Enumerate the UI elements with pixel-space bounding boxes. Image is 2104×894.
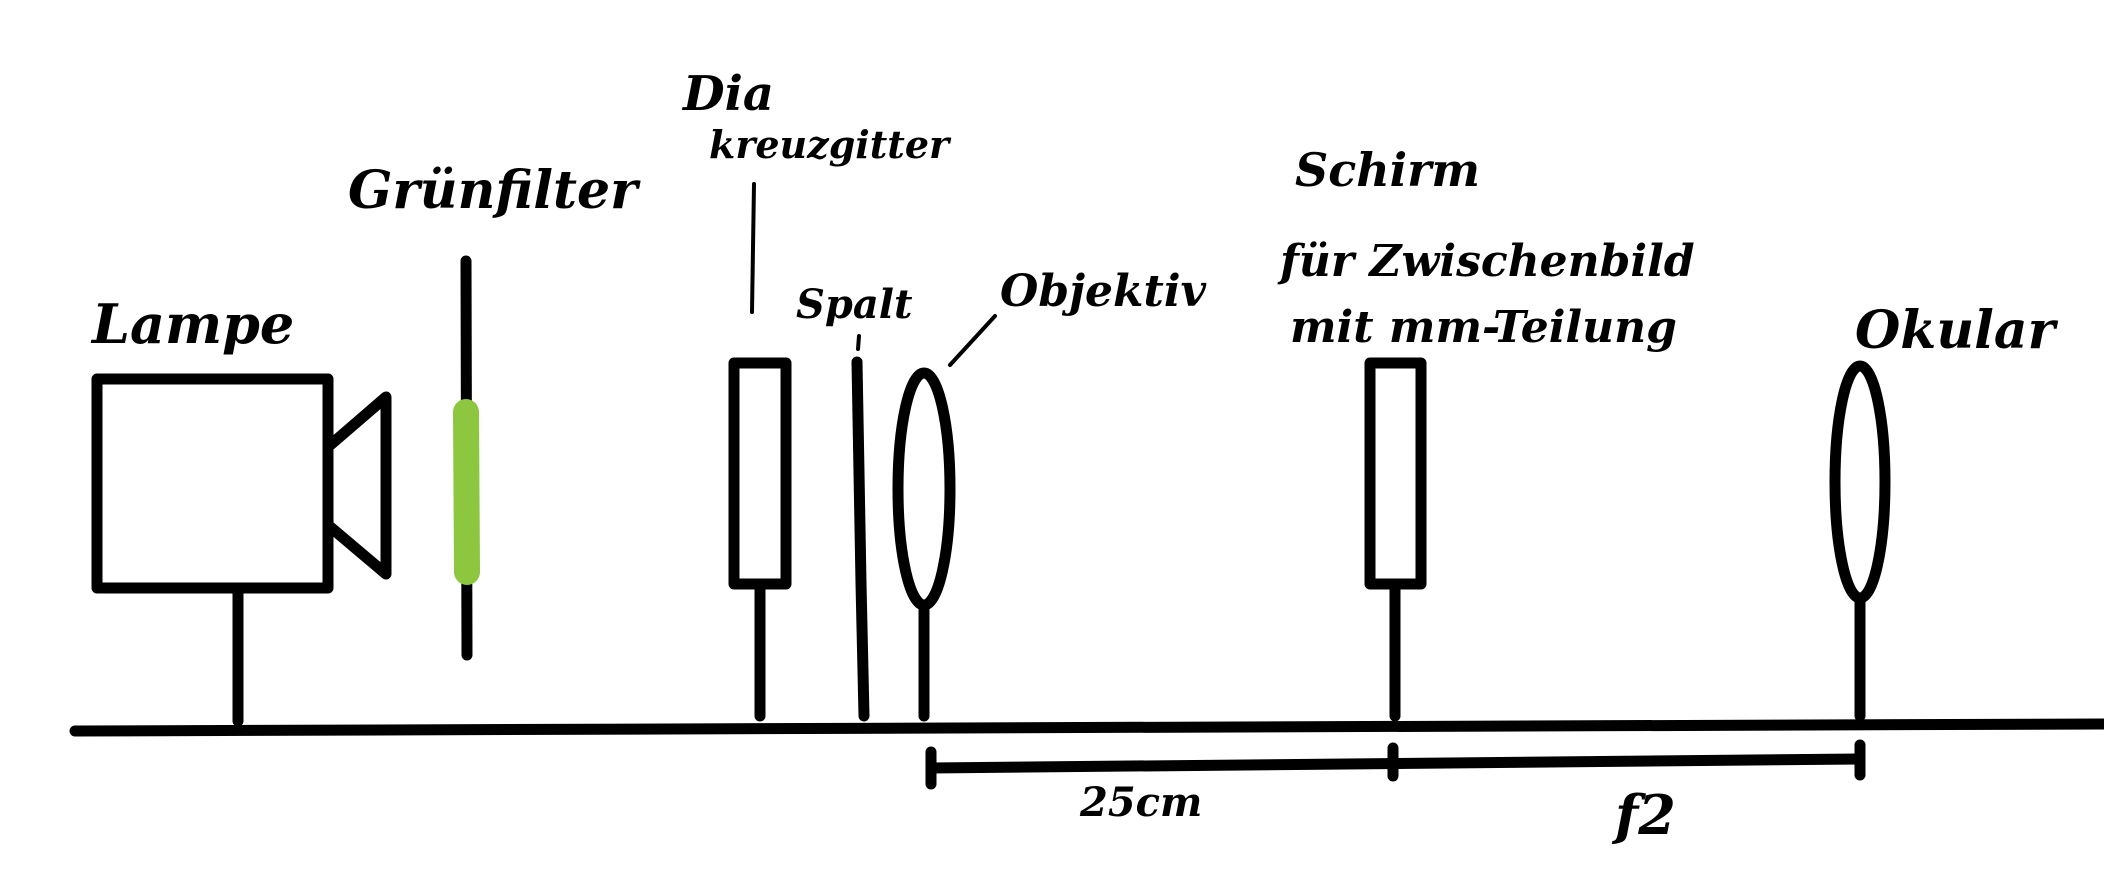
slit-plate bbox=[851, 356, 870, 722]
screen-label-line3: mit mm-Teilung bbox=[1290, 302, 1677, 353]
lamp bbox=[91, 373, 392, 727]
dimension-lines bbox=[925, 739, 1866, 790]
objective-label: Objektiv bbox=[1000, 266, 1207, 317]
lamp-label: Lampe bbox=[90, 292, 294, 356]
green-filter bbox=[453, 255, 480, 661]
eyepiece-lens-body bbox=[1829, 360, 1891, 604]
lamp-reflector bbox=[322, 391, 392, 580]
objective-lens bbox=[892, 314, 997, 722]
green-filter-glass bbox=[453, 399, 480, 585]
screen-label-line2: für Zwischenbild bbox=[1277, 236, 1695, 287]
eyepiece-label: Okular bbox=[1855, 300, 2059, 361]
screen bbox=[1364, 357, 1427, 722]
slide-label-line1: Dia bbox=[681, 66, 774, 122]
screen-holder bbox=[1364, 357, 1427, 590]
objective-lens-body bbox=[892, 367, 956, 611]
lamp-housing bbox=[91, 373, 334, 594]
eyepiece-lens bbox=[1829, 360, 1891, 722]
slit-pointer bbox=[856, 334, 861, 351]
slide-label-line2: kreuzgitter bbox=[709, 122, 952, 167]
slit bbox=[851, 334, 870, 722]
slit-label: Spalt bbox=[796, 281, 913, 328]
dimension-label-objective-screen: 25cm bbox=[1079, 779, 1202, 826]
slide-holder bbox=[728, 357, 792, 590]
screen-label-line1: Schirm bbox=[1295, 143, 1480, 197]
green-filter-label: Grünfilter bbox=[348, 160, 641, 221]
slide-pointer bbox=[750, 182, 756, 314]
cross-grating-slide bbox=[728, 182, 792, 722]
objective-pointer bbox=[948, 314, 997, 367]
optical-rail bbox=[69, 718, 2104, 737]
dimension-label-screen-eyepiece: f2 bbox=[1611, 783, 1676, 847]
